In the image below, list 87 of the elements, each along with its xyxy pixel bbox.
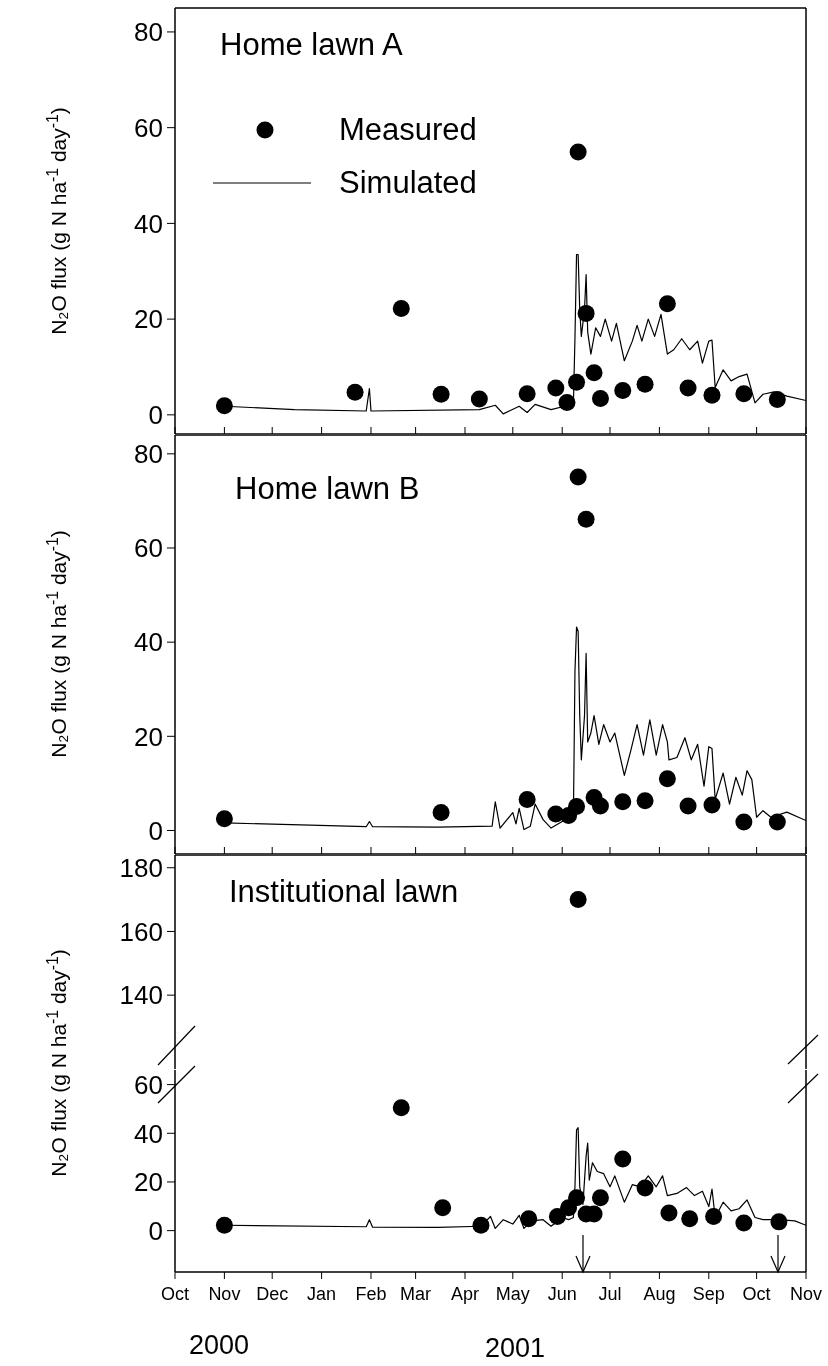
point bbox=[346, 383, 364, 401]
text: 2000 bbox=[187, 1330, 251, 1361]
x-tick-label: Sep bbox=[692, 1283, 725, 1304]
y-tick-label: 40 bbox=[134, 1118, 163, 1149]
point bbox=[215, 810, 233, 828]
y-tick-label: 20 bbox=[134, 721, 163, 752]
point bbox=[392, 1099, 410, 1117]
point bbox=[548, 1208, 566, 1226]
point bbox=[434, 1199, 452, 1217]
point bbox=[658, 770, 676, 788]
point bbox=[520, 1210, 538, 1228]
x-tick-label: Dec bbox=[256, 1283, 289, 1304]
point bbox=[568, 797, 586, 815]
point bbox=[577, 304, 595, 322]
x-tick-label: Oct bbox=[160, 1283, 190, 1304]
text: Home lawn B bbox=[235, 471, 420, 507]
point bbox=[568, 373, 586, 391]
text: Home lawn A bbox=[220, 27, 403, 63]
y-tick-label: 180 bbox=[119, 852, 163, 883]
point bbox=[660, 1204, 678, 1222]
y-tick-label: 20 bbox=[134, 1167, 163, 1198]
point bbox=[472, 1216, 490, 1234]
point bbox=[636, 792, 654, 810]
point bbox=[591, 797, 609, 815]
point bbox=[518, 385, 536, 403]
point bbox=[703, 796, 721, 814]
point bbox=[568, 1189, 586, 1207]
point bbox=[658, 295, 676, 313]
point bbox=[614, 1150, 632, 1168]
legend-label: Simulated bbox=[339, 164, 477, 201]
point bbox=[679, 379, 697, 397]
text: Institutional lawn bbox=[229, 874, 459, 910]
point bbox=[569, 143, 587, 161]
point bbox=[681, 1210, 699, 1228]
x-tick-label: Jan bbox=[307, 1283, 337, 1304]
point bbox=[518, 790, 536, 808]
x-tick-label: Oct bbox=[742, 1283, 771, 1304]
x-tick-label: Mar bbox=[400, 1283, 432, 1304]
point bbox=[432, 385, 450, 403]
y-tick-label: 160 bbox=[119, 916, 163, 947]
point bbox=[591, 1189, 609, 1207]
y-tick-label: 0 bbox=[148, 400, 163, 431]
point bbox=[547, 379, 565, 397]
point bbox=[636, 1179, 654, 1197]
point bbox=[735, 1214, 753, 1232]
x-tick-label: May bbox=[495, 1283, 530, 1304]
point bbox=[614, 793, 632, 811]
y-tick-label: 140 bbox=[119, 980, 163, 1011]
legend-label: Measured bbox=[339, 111, 477, 148]
x-tick-label: Nov bbox=[208, 1283, 241, 1304]
point bbox=[614, 381, 632, 399]
x-tick-label: Nov bbox=[789, 1283, 823, 1304]
point bbox=[768, 813, 786, 831]
x-tick-label: Aug bbox=[643, 1283, 676, 1304]
point bbox=[703, 386, 721, 404]
point bbox=[735, 813, 753, 831]
x-tick-label: Feb bbox=[355, 1283, 387, 1304]
y-tick-label: 40 bbox=[134, 627, 163, 658]
point bbox=[636, 375, 654, 393]
point bbox=[215, 1216, 233, 1234]
y-tick-label: 60 bbox=[134, 1069, 163, 1100]
y-tick-label: 0 bbox=[148, 815, 163, 846]
point bbox=[768, 391, 786, 409]
y-tick-label: 80 bbox=[134, 17, 163, 48]
text: 2001 bbox=[483, 1333, 547, 1364]
y-tick-label: 0 bbox=[148, 1215, 163, 1246]
point bbox=[735, 385, 753, 403]
point bbox=[432, 804, 450, 822]
point bbox=[705, 1208, 723, 1226]
point bbox=[470, 390, 488, 408]
y-tick-label: 60 bbox=[134, 533, 163, 564]
x-tick-label: Jun bbox=[547, 1283, 577, 1304]
y-tick-label: 80 bbox=[134, 439, 163, 470]
point bbox=[770, 1213, 788, 1231]
point bbox=[679, 797, 697, 815]
point bbox=[215, 397, 233, 415]
point bbox=[585, 364, 603, 382]
y-tick-label: 60 bbox=[134, 112, 163, 143]
point bbox=[558, 393, 576, 411]
point bbox=[569, 468, 587, 486]
x-tick-label: Jul bbox=[598, 1283, 622, 1304]
point bbox=[577, 510, 595, 528]
y-tick-label: 20 bbox=[134, 304, 163, 335]
x-tick-label: Apr bbox=[451, 1283, 480, 1304]
point bbox=[591, 390, 609, 408]
y-tick-label: 40 bbox=[134, 208, 163, 239]
point bbox=[392, 300, 410, 318]
